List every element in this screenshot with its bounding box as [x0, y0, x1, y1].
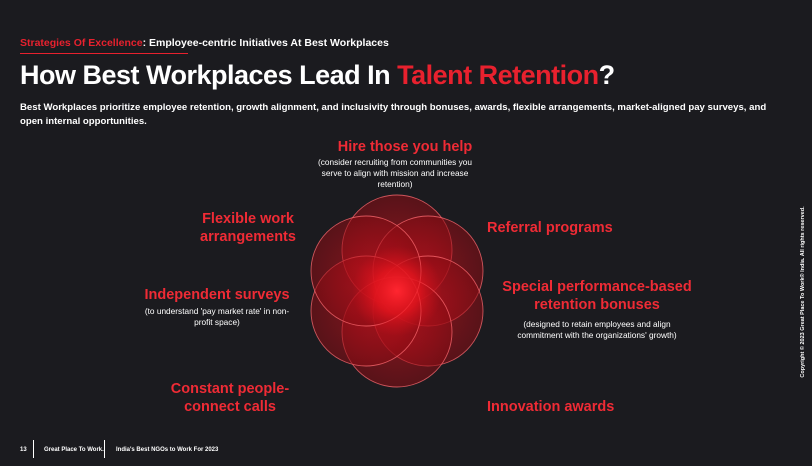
note-independent-surveys: (to understand 'pay market rate' in non-…: [144, 306, 290, 327]
page-subtitle: Best Workplaces prioritize employee rete…: [20, 102, 767, 127]
label-retention-bonuses: Special performance-based retention bonu…: [502, 279, 692, 313]
title-main: How Best Workplaces Lead In: [20, 60, 398, 90]
copyright-notice: Copyright © 2023 Great Place To Work® In…: [800, 206, 806, 378]
footer-report: India's Best NGOs to Work For 2023: [116, 447, 219, 453]
kicker-accent: Strategies Of Excellence: [20, 37, 143, 49]
label-people-connect-calls: Constant people-connect calls: [170, 381, 290, 415]
footer-page-number: 13: [20, 447, 27, 453]
note-retention-bonuses: (designed to retain employees and align …: [517, 319, 677, 340]
flower-center-glow: [352, 246, 442, 336]
footer-divider: [33, 440, 34, 458]
label-hire-those-you-help: Hire those you help: [337, 139, 473, 155]
footer-brand: Great Place To Work.: [44, 447, 104, 453]
kicker: Strategies Of Excellence: Employee-centr…: [20, 37, 389, 49]
title-end: ?: [598, 60, 616, 90]
kicker-rest: : Employee-centric Initiatives At Best W…: [142, 37, 389, 49]
label-innovation-awards: Innovation awards: [487, 399, 615, 415]
label-flexible-work: Flexible work arrangements: [200, 211, 296, 245]
title-accent: Talent Retention: [397, 60, 599, 90]
kicker-underline: [20, 53, 188, 54]
page-title: How Best Workplaces Lead In Talent Reten…: [20, 60, 615, 91]
note-hire-those-you-help: (consider recruiting from communities yo…: [317, 157, 472, 189]
label-referral-programs: Referral programs: [487, 220, 613, 236]
label-independent-surveys: Independent surveys: [144, 287, 290, 303]
petal-flower-graphic: [310, 194, 484, 388]
footer-divider: [104, 440, 105, 458]
